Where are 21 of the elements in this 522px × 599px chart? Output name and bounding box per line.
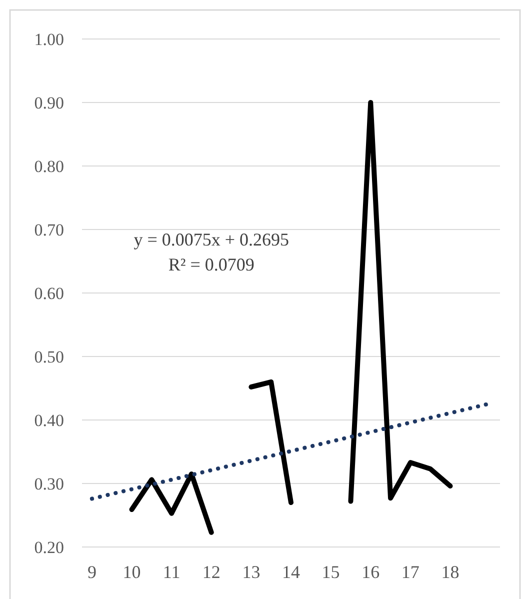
x-tick-label: 17 xyxy=(401,562,420,582)
x-tick-label: 12 xyxy=(202,562,220,582)
y-tick-label: 0.90 xyxy=(34,93,64,112)
x-tick-label: 13 xyxy=(242,562,260,582)
annotation: R² = 0.0709 xyxy=(168,254,254,274)
y-tick-label: 0.30 xyxy=(34,474,64,494)
x-tick-label: 16 xyxy=(362,562,380,582)
annotation: y = 0.0075x + 0.2695 xyxy=(134,229,290,250)
x-tick-label: 9 xyxy=(87,562,96,582)
y-tick-label: 1.00 xyxy=(34,30,64,49)
x-tick-label: 15 xyxy=(322,562,340,582)
x-tick-label: 18 xyxy=(441,562,460,582)
y-tick-label: 0.80 xyxy=(34,156,64,176)
y-tick-label: 0.40 xyxy=(34,410,64,430)
x-tick-label: 11 xyxy=(162,562,180,582)
x-tick-label: 10 xyxy=(122,562,141,582)
y-tick-label: 0.20 xyxy=(34,538,64,557)
y-tick-label: 0.50 xyxy=(34,347,64,366)
y-tick-label: 0.60 xyxy=(34,284,64,303)
y-tick-label: 0.70 xyxy=(34,220,64,240)
x-tick-label: 14 xyxy=(282,562,300,582)
